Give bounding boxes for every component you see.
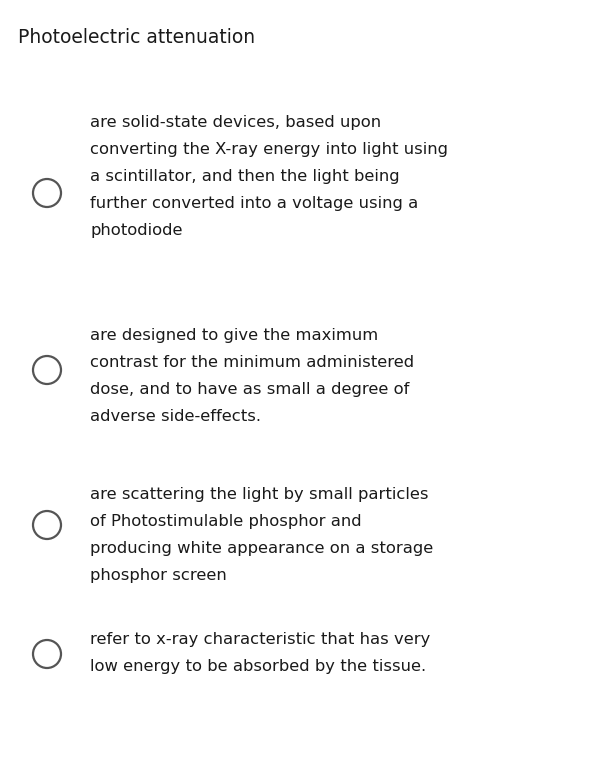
Text: phosphor screen: phosphor screen bbox=[90, 568, 227, 583]
Text: a scintillator, and then the light being: a scintillator, and then the light being bbox=[90, 169, 399, 184]
Text: are scattering the light by small particles: are scattering the light by small partic… bbox=[90, 487, 428, 502]
Text: contrast for the minimum administered: contrast for the minimum administered bbox=[90, 355, 414, 370]
Text: dose, and to have as small a degree of: dose, and to have as small a degree of bbox=[90, 382, 410, 397]
Text: converting the X-ray energy into light using: converting the X-ray energy into light u… bbox=[90, 142, 448, 157]
Text: low energy to be absorbed by the tissue.: low energy to be absorbed by the tissue. bbox=[90, 659, 426, 674]
Text: further converted into a voltage using a: further converted into a voltage using a bbox=[90, 196, 418, 211]
Text: photodiode: photodiode bbox=[90, 223, 182, 238]
Text: adverse side-effects.: adverse side-effects. bbox=[90, 409, 261, 424]
Text: Photoelectric attenuation: Photoelectric attenuation bbox=[18, 28, 255, 47]
Text: producing white appearance on a storage: producing white appearance on a storage bbox=[90, 541, 433, 556]
Text: are designed to give the maximum: are designed to give the maximum bbox=[90, 328, 378, 343]
Text: of Photostimulable phosphor and: of Photostimulable phosphor and bbox=[90, 514, 362, 529]
Text: are solid-state devices, based upon: are solid-state devices, based upon bbox=[90, 115, 381, 130]
Text: refer to x-ray characteristic that has very: refer to x-ray characteristic that has v… bbox=[90, 632, 430, 647]
